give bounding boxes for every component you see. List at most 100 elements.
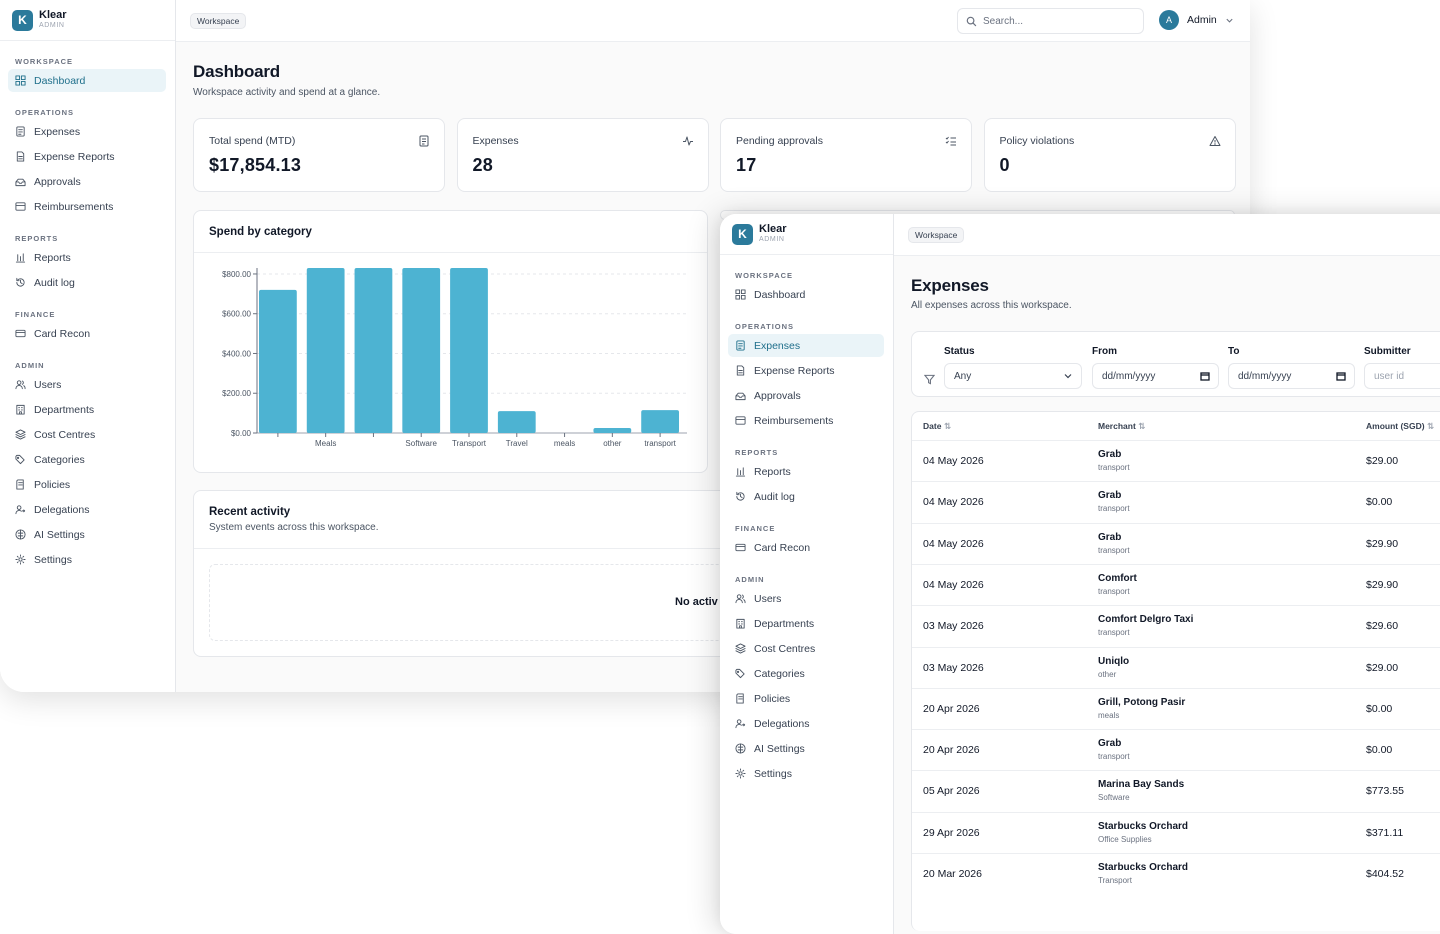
sidebar-item-label: Expense Reports (34, 150, 115, 163)
sidebar-item-cost-centres[interactable]: Cost Centres (8, 423, 166, 446)
sidebar-item-policies[interactable]: Policies (8, 473, 166, 496)
bar-transport[interactable] (450, 268, 488, 433)
from-label: From (1092, 346, 1117, 357)
x-tick-label: meals (554, 439, 575, 448)
x-tick-label: Travel (506, 439, 528, 448)
to-date-input[interactable]: dd/mm/yyyy (1228, 363, 1355, 389)
table-row[interactable]: 04 May 2026 Grab transport $0.00 (912, 481, 1440, 522)
cell-category: other (1098, 669, 1117, 679)
cell-amount: $0.00 (1366, 702, 1393, 715)
user-menu[interactable]: A Admin (1159, 10, 1234, 30)
table-row[interactable]: 04 May 2026 Grab transport $29.00 (912, 440, 1440, 481)
bar-meals[interactable] (306, 268, 345, 433)
bar-other[interactable] (593, 428, 632, 433)
bar-software[interactable] (402, 268, 441, 433)
submitter-input[interactable]: user id (1364, 363, 1440, 389)
sidebar-item-categories[interactable]: Categories (8, 448, 166, 471)
column-merchant[interactable]: Merchant ⇅ (1098, 421, 1146, 431)
sidebar-item-approvals[interactable]: Approvals (8, 170, 166, 193)
sidebar-item-expenses[interactable]: Expenses (8, 120, 166, 143)
stat-label: Expenses (472, 135, 519, 147)
sidebar-item-label: Expense Reports (754, 364, 835, 377)
submitter-placeholder: user id (1374, 370, 1405, 382)
sidebar-item-card-recon[interactable]: Card Recon (728, 536, 884, 559)
sidebar-item-ai-settings[interactable]: AI Settings (8, 523, 166, 546)
sidebar-item-settings[interactable]: Settings (8, 548, 166, 571)
cell-amount: $773.55 (1366, 785, 1404, 798)
table-row[interactable]: 29 Apr 2026 Starbucks Orchard Office Suppl… (912, 811, 1440, 853)
sidebar-item-expense-reports[interactable]: Expense Reports (728, 359, 884, 382)
sidebar-item-cost-centres[interactable]: Cost Centres (728, 637, 884, 660)
expenses-window: K Klear ADMIN WORKSPACE Dashboard OPERATIO… (720, 214, 1440, 934)
sidebar-item-card-recon[interactable]: Card Recon (8, 322, 166, 345)
chevron-down-icon (1064, 374, 1072, 379)
sidebar-item-delegations[interactable]: Delegations (8, 498, 166, 521)
brand[interactable]: K Klear ADMIN (720, 214, 893, 255)
sidebar-item-audit-log[interactable]: Audit log (8, 271, 166, 294)
sidebar-item-expense-reports[interactable]: Expense Reports (8, 145, 166, 168)
search-input[interactable]: Search... (957, 8, 1144, 34)
sidebar-item-reimbursements[interactable]: Reimbursements (8, 195, 166, 218)
globe-icon (15, 529, 26, 540)
sidebar-item-reports[interactable]: Reports (728, 460, 884, 483)
column-date[interactable]: Date ⇅ (923, 421, 951, 431)
app-role: ADMIN (759, 236, 785, 243)
bar-cat-0[interactable] (259, 289, 297, 433)
sidebar-item-departments[interactable]: Departments (728, 612, 884, 635)
sidebar-item-reimbursements[interactable]: Reimbursements (728, 409, 884, 432)
table-row[interactable]: 04 May 2026 Comfort transport $29.90 (912, 563, 1440, 605)
table-row[interactable]: 05 Apr 2026 Marina Bay Sands Software $773.… (912, 770, 1440, 811)
sidebar-item-categories[interactable]: Categories (728, 662, 884, 685)
sidebar-item-dashboard[interactable]: Dashboard (8, 69, 166, 92)
bar-travel[interactable] (497, 411, 536, 433)
sidebar-item-delegations[interactable]: Delegations (728, 712, 884, 735)
receipt-icon (16, 126, 25, 137)
cell-date: 03 May 2026 (923, 620, 984, 633)
status-select[interactable]: Any (944, 363, 1082, 389)
sidebar-item-label: Users (754, 592, 782, 605)
sidebar-item-audit-log[interactable]: Audit log (728, 485, 884, 508)
from-date-input[interactable]: dd/mm/yyyy (1092, 363, 1219, 389)
sidebar-item-reports[interactable]: Reports (8, 246, 166, 269)
sidebar-item-expenses[interactable]: Expenses (728, 334, 884, 357)
receipt-icon (736, 340, 745, 351)
sidebar-item-label: Audit log (34, 276, 75, 289)
sidebar-item-policies[interactable]: Policies (728, 687, 884, 710)
sidebar-item-departments[interactable]: Departments (8, 398, 166, 421)
sidebar: K Klear ADMIN WORKSPACE Dashboard OPERATIO… (720, 214, 894, 934)
bar-transport[interactable] (641, 410, 679, 433)
sidebar-item-ai-settings[interactable]: AI Settings (728, 737, 884, 760)
stat-label: Pending approvals (736, 135, 823, 147)
expenses-table: Date ⇅ Merchant ⇅ Amount (SGD) ⇅ 04 May … (911, 411, 1440, 931)
sidebar-item-label: Approvals (34, 175, 81, 188)
stat-label: Policy violations (999, 135, 1075, 147)
table-row[interactable]: 04 May 2026 Grab transport $29.90 (912, 522, 1440, 564)
bar-cat-2[interactable] (354, 268, 393, 433)
cell-date: 20 Apr 2026 (923, 744, 980, 757)
sidebar-item-approvals[interactable]: Approvals (728, 384, 884, 407)
cell-category: transport (1098, 752, 1130, 762)
credit-card-icon (15, 329, 26, 338)
table-row[interactable]: 20 Mar 2026 Starbucks Orchard Transport $40… (912, 853, 1440, 894)
sidebar-item-users[interactable]: Users (728, 587, 884, 610)
sidebar-item-settings[interactable]: Settings (728, 762, 884, 785)
klear-logo: K (12, 9, 33, 31)
table-row[interactable]: 03 May 2026 Comfort Delgro Taxi transport $… (912, 605, 1440, 646)
column-amount[interactable]: Amount (SGD) ⇅ (1366, 421, 1435, 431)
chevron-down-icon (1226, 18, 1233, 23)
cell-merchant: Grill, Potong Pasir (1098, 696, 1186, 708)
cell-date: 20 Apr 2026 (923, 702, 980, 715)
brand[interactable]: K Klear ADMIN (0, 0, 175, 41)
table-row[interactable]: 03 May 2026 Uniqlo other $29.00 (912, 646, 1440, 688)
cell-amount: $0.00 (1366, 744, 1393, 757)
breadcrumb[interactable]: Workspace (190, 12, 247, 29)
cell-merchant: Grab (1098, 490, 1122, 502)
x-tick-label: Meals (315, 439, 336, 448)
y-tick-label: $200.00 (222, 389, 251, 398)
table-row[interactable]: 20 Apr 2026 Grill, Potong Pasir meals $0.00 (912, 687, 1440, 729)
breadcrumb[interactable]: Workspace (908, 226, 965, 243)
cell-amount: $29.90 (1366, 578, 1399, 591)
sidebar-item-dashboard[interactable]: Dashboard (728, 283, 884, 306)
sidebar-item-users[interactable]: Users (8, 373, 166, 396)
table-row[interactable]: 20 Apr 2026 Grab transport $0.00 (912, 729, 1440, 770)
